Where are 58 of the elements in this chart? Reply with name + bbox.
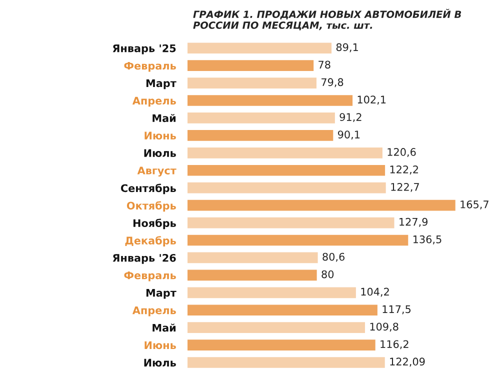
data-label: 122,2 — [390, 166, 418, 174]
data-label: 78 — [318, 60, 330, 69]
bar — [188, 340, 376, 350]
data-label: 116,2 — [380, 340, 408, 350]
bar — [188, 130, 334, 141]
bar — [188, 60, 314, 71]
y-tick-label: Сентябрь — [120, 184, 176, 194]
chart-title: ГРАФИК 1. ПРОДАЖИ НОВЫХ АВТОМОБИЛЕЙ В РОССИИ ПО МЕСЯЦАМ, тыс. шт. — [193, 8, 462, 30]
data-label: 120,6 — [388, 148, 416, 157]
bar — [188, 304, 378, 316]
y-tick-label: Ноябрь — [133, 218, 176, 230]
y-tick-label: Декабрь — [125, 236, 176, 247]
bar — [188, 95, 353, 106]
data-label: 80 — [322, 270, 334, 278]
y-tick-label: Июль — [144, 149, 176, 158]
data-label: 122,7 — [391, 182, 419, 192]
bar — [188, 234, 408, 246]
data-label: 91,2 — [340, 113, 362, 122]
data-label: 117,5 — [382, 305, 411, 314]
bar — [188, 322, 365, 333]
data-label: 104,2 — [361, 288, 389, 297]
data-label: 165,7 — [460, 200, 488, 210]
y-tick-label: Май — [152, 114, 176, 122]
y-tick-label: Январь '26 — [112, 254, 176, 264]
y-tick-label: Февраль — [124, 62, 176, 72]
y-tick-label: Март — [146, 289, 176, 299]
y-tick-label: Октябрь — [126, 201, 176, 212]
bar — [188, 287, 356, 298]
bar — [188, 78, 316, 88]
data-label: 136,5 — [413, 235, 442, 244]
data-label: 109,8 — [370, 322, 398, 332]
y-tick-label: Июнь — [144, 341, 176, 350]
bar — [188, 270, 317, 281]
y-tick-label: Апрель — [132, 96, 176, 107]
y-tick-label: Август — [137, 166, 176, 177]
data-label: 80,6 — [322, 252, 344, 262]
bar — [188, 357, 385, 368]
y-tick-label: Июль — [144, 358, 176, 367]
bar — [188, 112, 335, 124]
data-label: 89,1 — [336, 43, 358, 52]
y-tick-label: Январь '25 — [112, 44, 176, 54]
y-tick-label: Март — [146, 79, 176, 90]
y-tick-label: Февраль — [124, 272, 176, 282]
bar — [188, 147, 382, 158]
data-label: 127,9 — [400, 218, 428, 227]
data-label: 122,09 — [390, 358, 425, 367]
data-label: 102,1 — [358, 96, 386, 105]
data-label: 90,1 — [338, 130, 360, 140]
y-tick-label: Май — [152, 324, 176, 332]
bar — [188, 182, 386, 194]
y-tick-label: Апрель — [132, 306, 176, 316]
data-label: 79,8 — [322, 78, 344, 88]
bar — [188, 200, 456, 211]
bar — [188, 252, 318, 264]
y-tick-label: Июнь — [144, 132, 176, 140]
bar — [188, 164, 386, 176]
bar — [188, 217, 394, 228]
bar — [188, 42, 332, 54]
